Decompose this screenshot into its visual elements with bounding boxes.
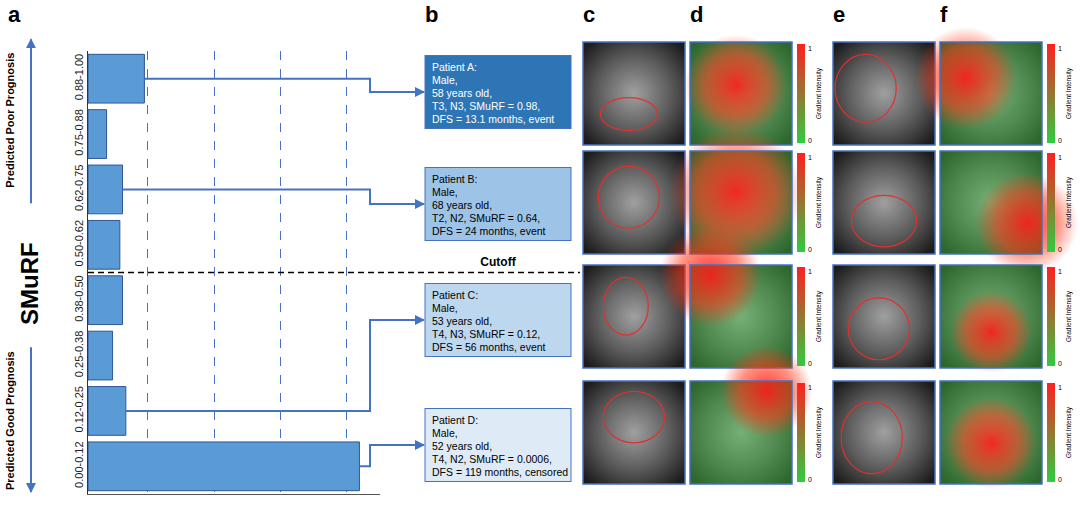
svg-text:Gradient Intensity: Gradient Intensity [1065,176,1073,228]
svg-text:0: 0 [808,476,812,483]
svg-text:1: 1 [1058,384,1062,391]
svg-text:1: 1 [808,268,812,275]
svg-text:0: 0 [1058,476,1062,483]
svg-text:Patient D:: Patient D: [432,414,478,426]
svg-text:58 years old,: 58 years old, [432,87,492,99]
svg-text:53 years old,: 53 years old, [432,315,492,327]
svg-text:Predicted Poor Prognosis: Predicted Poor Prognosis [4,53,16,188]
svg-text:0.62-0.75: 0.62-0.75 [73,165,85,211]
svg-text:0.38-0.50: 0.38-0.50 [73,275,85,321]
svg-text:Gradient Intensity: Gradient Intensity [815,67,823,119]
svg-text:1: 1 [808,384,812,391]
svg-text:0.75-0.88: 0.75-0.88 [73,109,85,155]
svg-text:0: 0 [808,360,812,367]
svg-text:Predicted Good Prognosis: Predicted Good Prognosis [4,351,16,490]
svg-text:DFS = 13.1 months, event: DFS = 13.1 months, event [432,113,554,125]
svg-text:d: d [690,2,703,27]
svg-text:SMuRF: SMuRF [16,242,43,325]
svg-text:1: 1 [1058,268,1062,275]
svg-text:0: 0 [808,137,812,144]
svg-text:Patient B:: Patient B: [432,173,478,185]
svg-text:b: b [425,2,438,27]
svg-text:DFS = 24 months, event: DFS = 24 months, event [432,225,546,237]
svg-text:1: 1 [808,154,812,161]
svg-text:T4, N3, SMuRF = 0.12,: T4, N3, SMuRF = 0.12, [432,328,540,340]
svg-text:Male,: Male, [432,427,458,439]
svg-text:0.50-0.62: 0.50-0.62 [73,220,85,266]
svg-text:Patient A:: Patient A: [432,61,477,73]
svg-text:Male,: Male, [432,186,458,198]
svg-text:0: 0 [1058,360,1062,367]
svg-text:Male,: Male, [432,74,458,86]
svg-text:Patient C:: Patient C: [432,289,478,301]
svg-text:DFS = 119 months, censored: DFS = 119 months, censored [432,466,568,478]
svg-text:0: 0 [1058,246,1062,253]
svg-text:c: c [583,2,595,27]
svg-text:e: e [833,2,845,27]
svg-text:0.12-0.25: 0.12-0.25 [73,386,85,432]
svg-text:1: 1 [1058,154,1062,161]
svg-text:DFS = 56 months, event: DFS = 56 months, event [432,341,546,353]
svg-text:Gradient Intensity: Gradient Intensity [815,176,823,228]
svg-text:Cutoff: Cutoff [480,255,516,269]
svg-text:Gradient Intensity: Gradient Intensity [815,290,823,342]
svg-text:Male,: Male, [432,302,458,314]
svg-text:1: 1 [808,45,812,52]
svg-text:Gradient Intensity: Gradient Intensity [815,406,823,458]
svg-text:Gradient Intensity: Gradient Intensity [1065,67,1073,119]
svg-text:Gradient Intensity: Gradient Intensity [1065,290,1073,342]
svg-text:0: 0 [808,246,812,253]
svg-text:0.00-0.12: 0.00-0.12 [73,441,85,487]
svg-text:68 years old,: 68 years old, [432,199,492,211]
svg-text:0.25-0.38: 0.25-0.38 [73,331,85,377]
svg-text:0: 0 [1058,137,1062,144]
svg-text:0.88-1.00: 0.88-1.00 [73,54,85,100]
svg-text:a: a [8,2,21,27]
svg-text:T4, N2, SMuRF = 0.0006,: T4, N2, SMuRF = 0.0006, [432,453,552,465]
svg-text:1: 1 [1058,45,1062,52]
svg-text:52 years old,: 52 years old, [432,440,492,452]
svg-text:Gradient Intensity: Gradient Intensity [1065,406,1073,458]
svg-text:T2, N2, SMuRF = 0.64,: T2, N2, SMuRF = 0.64, [432,212,540,224]
svg-text:T3, N3, SMuRF = 0.98,: T3, N3, SMuRF = 0.98, [432,100,540,112]
svg-text:f: f [940,2,948,27]
